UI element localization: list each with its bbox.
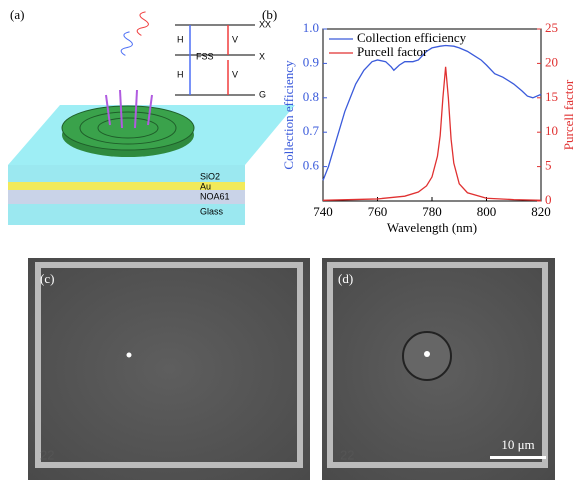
layer: Glass [200,206,224,216]
quantum-dot [126,352,132,358]
ring [79,111,177,145]
y2-tick-label: 5 [545,158,552,173]
transition: H [177,34,184,44]
layer: Au [200,181,211,191]
y-tick-label: 0.8 [303,89,319,104]
bullseye-top [61,105,195,151]
transition: V [232,34,238,44]
y2-tick-label: 20 [545,54,558,69]
au-layer [8,182,245,190]
panel-label: (d) [338,271,353,286]
transition-arrows [189,25,229,95]
y2-tick-label: 0 [545,192,552,207]
x-tick-label: 760 [368,204,388,219]
frame [327,262,548,468]
series-line [322,66,542,201]
x-tick-label: 780 [422,204,442,219]
y-tick-label: 0.6 [303,158,320,173]
transition: H [177,69,184,79]
legend-label: Collection efficiency [357,30,467,45]
wave-red [136,11,149,36]
y-axis-label: Collection efficiency [281,60,296,170]
y2-axis-label: Purcell factor [561,79,576,150]
layer: NOA61 [200,191,230,201]
emission-arrows [105,89,153,129]
fss: FSS [196,51,214,61]
y-tick-label: 0.9 [303,54,319,69]
quantum-dot [424,351,430,357]
noa-layer [8,190,245,204]
transition: V [232,69,238,79]
level: G [259,89,266,99]
layer: SiO2 [200,171,220,181]
scale-bar [490,456,546,459]
y2-tick-label: 10 [545,123,558,138]
chart: (b) 740 760 780 800 820 0.6 0.7 0.8 0.9 1.0 0 5 10 15 2… [262,7,576,235]
ring [97,117,159,139]
micrograph [28,258,310,480]
x-tick-label: 820 [531,204,551,219]
marker: 22 [40,447,54,462]
y2-tick-label: 25 [545,20,558,35]
scale-label: 10 μm [501,437,534,452]
panel-label: (b) [262,7,277,22]
y-tick-label: 0.7 [303,123,320,138]
marker: 22 [340,447,354,462]
x-tick-label: 800 [477,204,497,219]
x-axis-label: Wavelength (nm) [387,220,477,235]
wave-blue [120,31,133,56]
legend-label: Purcell factor [357,44,428,59]
x-tick-label: 740 [313,204,333,219]
y-tick-label: 1.0 [303,20,319,35]
panel-label: (c) [40,271,54,286]
y2-tick-label: 15 [545,89,558,104]
frame [35,262,303,468]
level-lines [175,24,255,96]
series-line [322,44,542,181]
level: XX [259,19,271,29]
level: X [259,51,265,61]
panel-label: (a) [10,7,24,22]
